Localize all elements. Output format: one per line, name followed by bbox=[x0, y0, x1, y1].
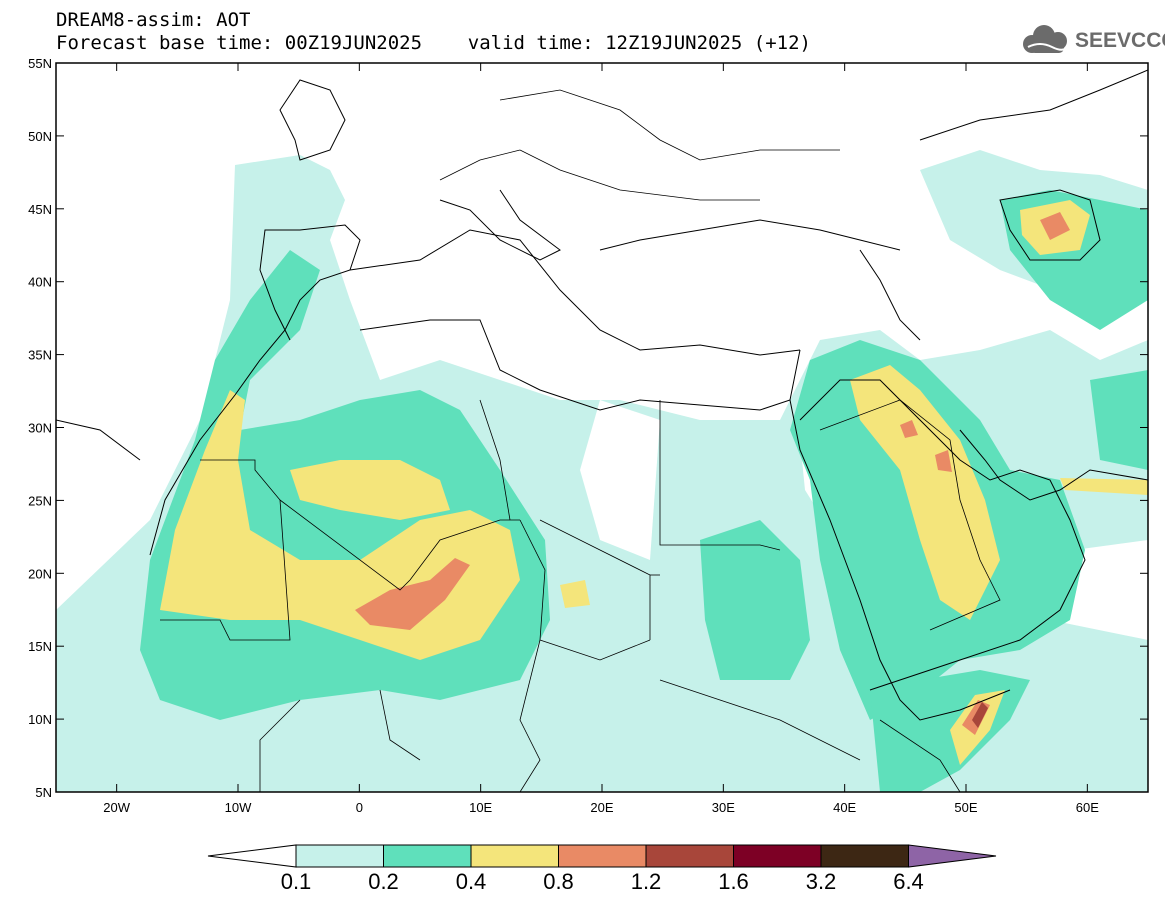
colorbar-swatch bbox=[558, 844, 647, 868]
lon-tick-label: 50E bbox=[954, 800, 977, 815]
colorbar-swatch bbox=[470, 844, 559, 868]
lat-tick-label: 50N bbox=[28, 129, 52, 144]
lon-tick-label: 20W bbox=[103, 800, 130, 815]
colorbar-swatch bbox=[733, 844, 822, 868]
lat-tick-label: 25N bbox=[28, 493, 52, 508]
lon-tick-label: 10W bbox=[225, 800, 252, 815]
lon-tick-label: 60E bbox=[1076, 800, 1099, 815]
aot-region-1.2 bbox=[972, 702, 988, 728]
axis-ticks: 5N 10N 15N 20N 25N 30N 35N 40N 45N 50N 55N 20W 10W 0 1… bbox=[28, 56, 1148, 815]
colorbar-max-arrow bbox=[908, 844, 997, 868]
seevccc-logo-text: SEEVCCC bbox=[1075, 29, 1165, 52]
lat-tick-label: 20N bbox=[28, 566, 52, 581]
colorbar-swatch bbox=[645, 844, 734, 868]
aot-region-0.4 bbox=[1060, 478, 1148, 495]
colorbar-label: 6.4 bbox=[893, 869, 924, 894]
colorbar-label: 1.6 bbox=[718, 869, 749, 894]
lat-tick-label: 15N bbox=[28, 639, 52, 654]
lat-tick-label: 35N bbox=[28, 348, 52, 363]
lon-tick-label: 40E bbox=[833, 800, 856, 815]
lat-tick-label: 5N bbox=[35, 785, 52, 800]
lat-tick-label: 45N bbox=[28, 202, 52, 217]
lat-tick-label: 55N bbox=[28, 56, 52, 71]
aot-region-0.1 bbox=[580, 400, 660, 560]
country-borders bbox=[160, 89, 1001, 792]
lon-tick-label: 10E bbox=[469, 800, 492, 815]
colorbar-swatch bbox=[295, 844, 384, 868]
aot-region-0.4 bbox=[560, 580, 590, 608]
map-title: DREAM8-assim: AOT bbox=[56, 9, 251, 31]
aot-region-0.4 bbox=[290, 460, 450, 520]
aot-region-0.4 bbox=[850, 365, 1000, 620]
colorbar-label: 0.1 bbox=[281, 869, 312, 894]
lon-tick-label: 30E bbox=[712, 800, 735, 815]
colorbar-label: 1.2 bbox=[631, 869, 662, 894]
aot-region-0.8 bbox=[900, 420, 918, 438]
colorbar-label: 0.2 bbox=[368, 869, 399, 894]
cloud-icon bbox=[1023, 25, 1069, 53]
forecast-time-line: Forecast base time: 00Z19JUN2025 valid t… bbox=[56, 32, 811, 54]
lat-tick-label: 40N bbox=[28, 275, 52, 290]
lon-tick-label: 20E bbox=[590, 800, 613, 815]
colorbar: 0.1 0.2 0.4 0.8 1.2 1.6 3.2 6.4 bbox=[207, 844, 997, 894]
aot-region-0.8 bbox=[355, 558, 470, 630]
colorbar-label: 0.8 bbox=[543, 869, 574, 894]
aot-region-0.8 bbox=[1040, 212, 1070, 240]
colorbar-label: 3.2 bbox=[806, 869, 837, 894]
coastlines bbox=[56, 69, 1148, 721]
lat-tick-label: 10N bbox=[28, 712, 52, 727]
aot-region-0.8 bbox=[935, 450, 952, 472]
aot-region-0.2 bbox=[700, 520, 810, 680]
colorbar-label: 0.4 bbox=[456, 869, 487, 894]
lon-tick-label: 0 bbox=[356, 800, 363, 815]
colorbar-min-arrow bbox=[207, 844, 297, 868]
aot-region-0.2 bbox=[1090, 370, 1148, 470]
lat-tick-label: 30N bbox=[28, 421, 52, 436]
colorbar-swatch bbox=[820, 844, 909, 868]
colorbar-swatch bbox=[383, 844, 472, 868]
